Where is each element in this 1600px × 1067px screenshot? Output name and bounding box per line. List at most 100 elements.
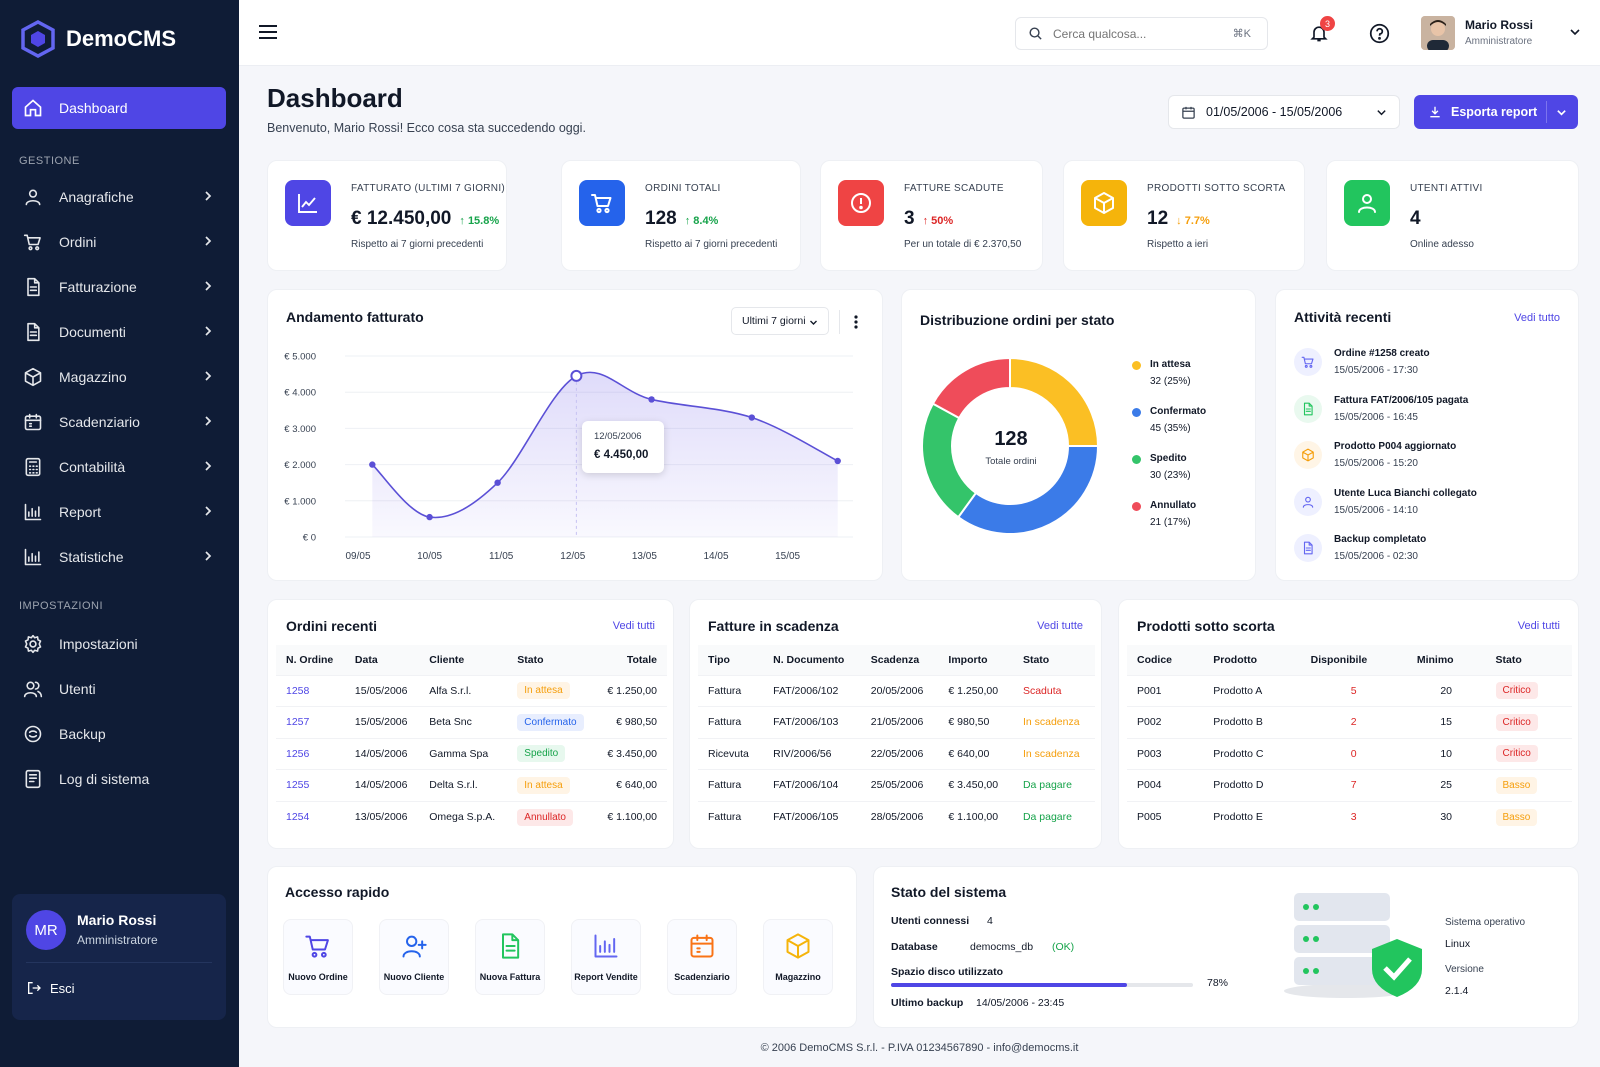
column-header[interactable]: Prodotto xyxy=(1203,645,1301,675)
quick-report-vendite-button[interactable]: Report Vendite xyxy=(571,919,641,995)
table-row[interactable]: Fattura FAT/2006/103 21/05/2006 € 980,50 In … xyxy=(698,706,1095,738)
table-row[interactable]: P004 Prodotto D 7 25 Basso xyxy=(1127,769,1572,801)
table-row[interactable]: Fattura FAT/2006/104 25/05/2006 € 3.450,00 D… xyxy=(698,769,1095,801)
quick-nuova-fattura-button[interactable]: Nuova Fattura xyxy=(475,919,545,995)
invoices-card: Fatture in scadenza Vedi tutte Tipo N. Do… xyxy=(689,599,1102,849)
legend-value: 21 (17%) xyxy=(1150,517,1191,528)
kpi-card: UTENTI ATTIVI 4 Online adesso xyxy=(1326,160,1579,271)
column-header[interactable]: Totale xyxy=(595,645,667,675)
order-id-link[interactable]: 1257 xyxy=(276,706,345,738)
sidebar-item-label: Impostazioni xyxy=(59,636,138,652)
x-tick-label: 12/05 xyxy=(560,551,585,562)
period-select[interactable]: Ultimi 7 giorni xyxy=(731,307,829,335)
table-row[interactable]: 1256 14/05/2006 Gamma Spa Spedito € 3.450,00 xyxy=(276,737,667,770)
table-row[interactable]: 1255 14/05/2006 Delta S.r.l. In attesa € 640… xyxy=(276,769,667,801)
sidebar-item-documenti[interactable]: Documenti xyxy=(12,311,226,353)
column-header[interactable]: Scadenza xyxy=(860,645,939,675)
table-row[interactable]: P002 Prodotto B 2 15 Critico xyxy=(1127,706,1572,738)
quick-nuovo-ordine-button[interactable]: Nuovo Ordine xyxy=(283,919,353,995)
quick-magazzino-button[interactable]: Magazzino xyxy=(763,919,833,995)
view-all-activity-link[interactable]: Vedi tutto xyxy=(1514,312,1560,324)
table-row[interactable]: P003 Prodotto C 0 10 Critico xyxy=(1127,737,1572,770)
sidebar-item-backup[interactable]: Backup xyxy=(12,713,226,755)
chevron-right-icon xyxy=(205,551,212,561)
sidebar-item-fatturazione[interactable]: Fatturazione xyxy=(12,266,226,308)
export-report-button[interactable]: Esporta report xyxy=(1414,95,1578,129)
view-all-stock-link[interactable]: Vedi tutti xyxy=(1517,620,1560,632)
avatar[interactable]: MR xyxy=(26,910,66,950)
column-header[interactable]: Data xyxy=(344,645,420,675)
table-row[interactable]: Ricevuta RIV/2006/56 22/05/2006 € 640,00 In … xyxy=(698,737,1095,770)
table-row[interactable]: 1257 15/05/2006 Beta Snc Confermato € 980,50 xyxy=(276,706,667,738)
table-row[interactable]: 1258 15/05/2006 Alfa S.r.l. In attesa € 1.25… xyxy=(276,674,667,707)
user-menu-chevron-icon[interactable] xyxy=(1569,26,1581,41)
status-badge: Confermato xyxy=(517,713,584,731)
sidebar-item-magazzino[interactable]: Magazzino xyxy=(12,356,226,398)
column-header[interactable]: Stato xyxy=(507,645,596,675)
column-header[interactable]: Codice xyxy=(1127,645,1204,675)
search-input[interactable] xyxy=(1053,26,1223,41)
quick-nuovo-cliente-button[interactable]: Nuovo Cliente xyxy=(379,919,449,995)
status-badge: Critico xyxy=(1495,713,1538,731)
menu-toggle-button[interactable] xyxy=(259,24,277,43)
disk-progress-fill xyxy=(891,983,1127,987)
order-total: € 980,50 xyxy=(595,706,667,738)
search-box[interactable]: ⌘K xyxy=(1015,17,1268,50)
table-row[interactable]: Fattura FAT/2006/102 20/05/2006 € 1.250,00 S… xyxy=(698,674,1095,707)
sidebar-item-dashboard[interactable]: Dashboard xyxy=(12,87,226,129)
invoice-doc: FAT/2006/103 xyxy=(763,706,861,738)
table-row[interactable]: Fattura FAT/2006/105 28/05/2006 € 1.100,00 D… xyxy=(698,800,1095,833)
kpi-number: 128 xyxy=(645,208,677,229)
order-id-link[interactable]: 1256 xyxy=(276,737,345,770)
column-header[interactable]: N. Documento xyxy=(763,645,861,675)
order-id-link[interactable]: 1255 xyxy=(276,769,345,801)
column-header[interactable]: Importo xyxy=(938,645,1013,675)
orders-table-wrap: N. Ordine Data Cliente Stato Totale 1258 15/05… xyxy=(276,645,667,833)
table-row[interactable]: P001 Prodotto A 5 20 Critico xyxy=(1127,674,1572,707)
help-button[interactable] xyxy=(1369,23,1390,47)
table-row[interactable]: 1254 13/05/2006 Omega S.p.A. Annullato € 1.1… xyxy=(276,800,667,833)
quick-scadenziario-button[interactable]: Scadenziario xyxy=(667,919,737,995)
legend-value: 45 (35%) xyxy=(1150,423,1191,434)
column-header[interactable]: Tipo xyxy=(698,645,764,675)
sidebar-item-ordini[interactable]: Ordini xyxy=(12,221,226,263)
sidebar-item-anagrafiche[interactable]: Anagrafiche xyxy=(12,176,226,218)
invoice-due: 22/05/2006 xyxy=(860,737,939,770)
date-range-picker[interactable]: 01/05/2006 - 15/05/2006 xyxy=(1168,95,1400,129)
logout-button[interactable]: Esci xyxy=(26,980,75,996)
sidebar-item-statistiche[interactable]: Statistiche xyxy=(12,536,226,578)
topbar-user-name[interactable]: Mario Rossi xyxy=(1465,18,1534,32)
view-all-orders-link[interactable]: Vedi tutti xyxy=(612,620,655,632)
notifications-button[interactable]: 3 xyxy=(1309,16,1335,47)
nav-section-impostazioni: IMPOSTAZIONI xyxy=(19,600,104,612)
column-header[interactable]: Minimo xyxy=(1406,645,1486,675)
sidebar-item-contabilit-[interactable]: Contabilità xyxy=(12,446,226,488)
sidebar-item-utenti[interactable]: Utenti xyxy=(12,668,226,710)
column-header[interactable]: Stato xyxy=(1485,645,1572,675)
sidebar: DemoCMS Dashboard GESTIONE Anagrafiche Or… xyxy=(0,0,239,1067)
stock-minimum: 10 xyxy=(1406,737,1486,770)
column-header[interactable]: N. Ordine xyxy=(276,645,345,675)
view-all-invoices-link[interactable]: Vedi tutte xyxy=(1037,620,1083,632)
kpi-subtext: Online adesso xyxy=(1410,239,1474,250)
sidebar-item-report[interactable]: Report xyxy=(12,491,226,533)
user-avatar[interactable] xyxy=(1421,16,1455,50)
sidebar-item-scadenziario[interactable]: Scadenziario xyxy=(12,401,226,443)
order-date: 14/05/2006 xyxy=(344,769,420,801)
logout-icon xyxy=(28,982,41,994)
logo[interactable]: DemoCMS xyxy=(20,20,176,58)
sidebar-item-impostazioni[interactable]: Impostazioni xyxy=(12,623,226,665)
more-options-button[interactable] xyxy=(851,312,861,332)
column-header[interactable]: Cliente xyxy=(419,645,508,675)
sidebar-item-log-di-sistema[interactable]: Log di sistema xyxy=(12,758,226,800)
users-value: 4 xyxy=(987,915,993,927)
chevron-down-icon[interactable] xyxy=(1556,107,1567,118)
order-id-link[interactable]: 1258 xyxy=(276,674,345,707)
quick-label: Nuovo Cliente xyxy=(383,972,445,982)
activity-date: 15/05/2006 - 15:20 xyxy=(1334,458,1418,469)
order-id-link[interactable]: 1254 xyxy=(276,800,345,833)
column-header[interactable]: Stato xyxy=(1012,645,1095,675)
invoice-due: 20/05/2006 xyxy=(860,674,939,707)
table-row[interactable]: P005 Prodotto E 3 30 Basso xyxy=(1127,800,1572,833)
column-header[interactable]: Disponibile xyxy=(1300,645,1407,675)
